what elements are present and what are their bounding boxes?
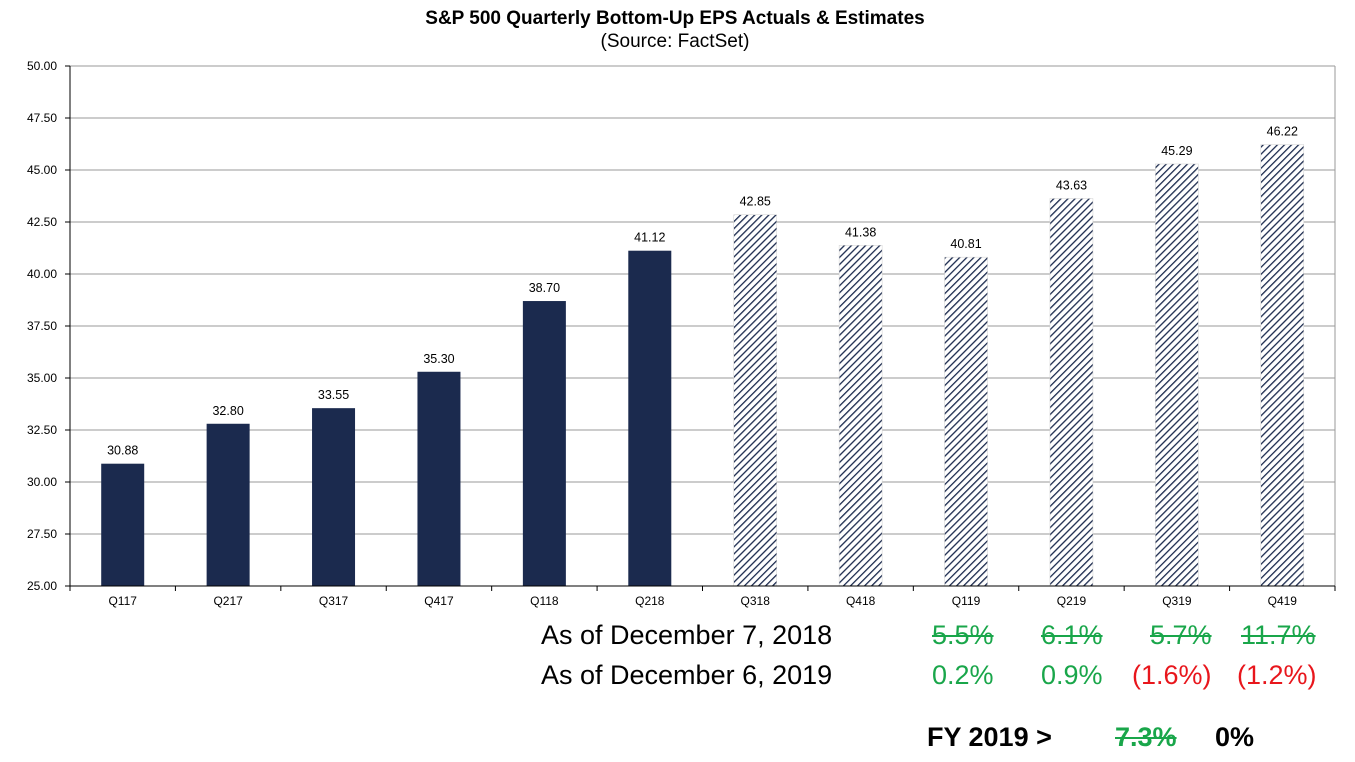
data-label-q417: 35.30 [423, 352, 454, 366]
row2-value-q319: (1.6%) [1132, 660, 1212, 690]
bar-q119 [944, 256, 988, 587]
eps-bar-chart: S&P 500 Quarterly Bottom-Up EPS Actuals … [27, 8, 1336, 608]
y-tick-label: 27.50 [27, 527, 57, 541]
y-tick-label: 47.50 [27, 111, 57, 125]
bar-q318 [733, 214, 777, 587]
x-tick-label-q418: Q418 [846, 594, 876, 608]
data-label-q319: 45.29 [1161, 144, 1192, 158]
data-label-q218: 41.12 [634, 231, 665, 245]
y-tick-label: 35.00 [27, 371, 57, 385]
bar-q217 [206, 423, 250, 586]
x-tick-label-q319: Q319 [1162, 594, 1192, 608]
x-tick-label-q217: Q217 [213, 594, 243, 608]
y-tick-label: 32.50 [27, 423, 57, 437]
y-tick-label: 37.50 [27, 319, 57, 333]
y-tick-label: 40.00 [27, 267, 57, 281]
y-tick-label: 45.00 [27, 163, 57, 177]
row2-value-q419: (1.2%) [1237, 660, 1317, 690]
data-label-q217: 32.80 [212, 404, 243, 418]
row2-value-q119: 0.2% [932, 660, 994, 690]
y-tick-label: 42.50 [27, 215, 57, 229]
row1-value-q319: 5.7% [1150, 620, 1212, 650]
bar-q117 [101, 463, 145, 586]
data-label-q119: 40.81 [950, 237, 981, 251]
x-tick-label-q218: Q218 [635, 594, 665, 608]
x-tick-label-q119: Q119 [952, 594, 981, 608]
chart-title: S&P 500 Quarterly Bottom-Up EPS Actuals … [425, 8, 924, 29]
bar-q118 [522, 301, 566, 586]
y-tick-label: 50.00 [27, 59, 57, 73]
bar-q417 [417, 371, 461, 586]
data-label-q419: 46.22 [1267, 125, 1298, 139]
y-tick-label: 25.00 [27, 579, 57, 593]
data-label-q219: 43.63 [1056, 178, 1087, 192]
chart-subtitle: (Source: FactSet) [601, 31, 750, 52]
bar-q319 [1155, 163, 1199, 587]
row1-value-q219: 6.1% [1041, 620, 1103, 650]
row2-label: As of December 6, 2019 [541, 660, 833, 690]
y-tick-label: 30.00 [27, 475, 57, 489]
bar-q219 [1049, 198, 1094, 587]
data-label-q117: 30.88 [107, 444, 138, 458]
fy-new-value: 0% [1215, 722, 1255, 752]
bar-q419 [1260, 144, 1305, 587]
data-label-q418: 41.38 [845, 225, 876, 239]
row1-label: As of December 7, 2018 [541, 620, 833, 650]
x-tick-label-q118: Q118 [530, 594, 559, 608]
x-tick-label-q417: Q417 [424, 594, 454, 608]
y-axis: 25.00 27.50 30.00 32.50 35.00 37.50 40.00 42.50… [27, 59, 71, 593]
row1-value-q119: 5.5% [932, 620, 994, 650]
bar-q418 [838, 245, 883, 587]
data-label-q318: 42.85 [740, 195, 771, 209]
bar-q317 [312, 408, 356, 586]
data-label-q118: 38.70 [529, 281, 560, 295]
row1-value-q419: 11.7% [1241, 620, 1316, 650]
x-tick-label-q219: Q219 [1057, 594, 1087, 608]
gridlines [70, 65, 1336, 587]
x-tick-label-q419: Q419 [1268, 594, 1298, 608]
data-label-q317: 33.55 [318, 388, 349, 402]
fy-label: FY 2019 > [927, 722, 1052, 752]
bars: 30.88 32.80 33.55 35.30 38.70 41.12 42.85 41.38… [101, 125, 1305, 587]
x-tick-label-q318: Q318 [741, 594, 771, 608]
x-tick-label-q117: Q117 [108, 594, 137, 608]
x-axis: Q117 Q217 Q317 Q417 Q118 Q218 Q318 Q418 Q119 Q219… [69, 585, 1336, 608]
x-tick-label-q317: Q317 [319, 594, 349, 608]
bar-q218 [628, 250, 672, 587]
row2-value-q219: 0.9% [1041, 660, 1103, 690]
fy-old-value: 7.3% [1115, 722, 1177, 752]
